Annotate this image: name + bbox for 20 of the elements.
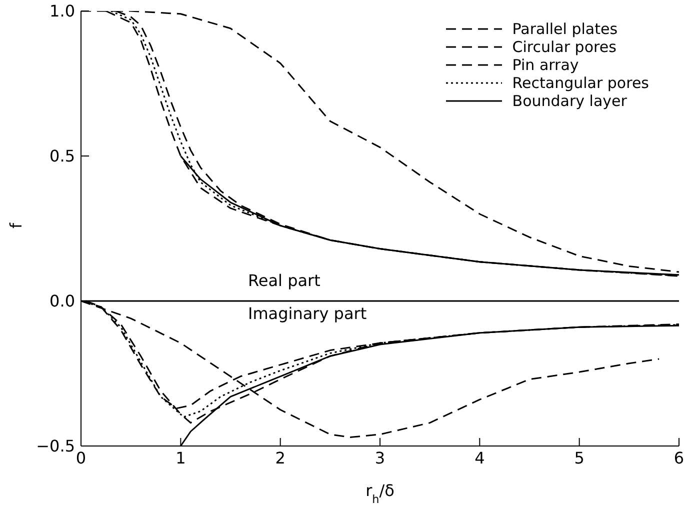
- legend-label: Circular pores: [512, 38, 616, 56]
- x-tick-label: 0: [76, 448, 86, 468]
- y-axis-title: f: [6, 222, 26, 228]
- x-tick-label: 5: [574, 448, 584, 468]
- x-tick-label: 3: [374, 448, 386, 468]
- annotation: Real part: [248, 271, 320, 290]
- y-tick-label: 0.0: [50, 292, 75, 311]
- x-tick-label: 6: [674, 448, 684, 468]
- legend-label: Rectangular pores: [512, 74, 649, 92]
- x-tick-label: 4: [474, 448, 485, 468]
- annotation: Imaginary part: [248, 304, 367, 323]
- x-tick-label: 2: [275, 448, 286, 468]
- y-tick-label: −0.5: [36, 436, 75, 456]
- legend-label: Pin array: [512, 56, 579, 74]
- y-tick-label: 1.0: [50, 2, 75, 21]
- y-tick-label: 0.5: [50, 146, 75, 166]
- x-tick-label: 1: [176, 448, 186, 468]
- x-axis-title: r$_{h}$/δ: [366, 481, 394, 506]
- legend-label: Parallel plates: [512, 20, 618, 38]
- legend-label: Boundary layer: [512, 92, 627, 110]
